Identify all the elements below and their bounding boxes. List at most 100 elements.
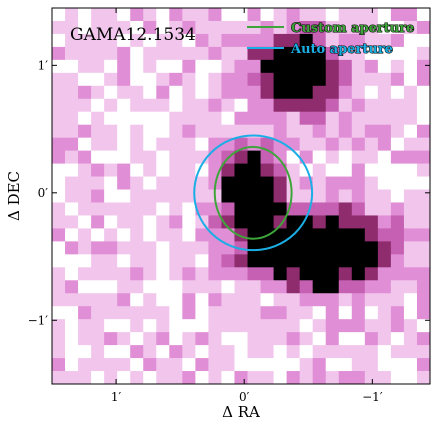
image-pixel (221, 358, 235, 372)
image-pixel (338, 228, 353, 242)
image-pixel (208, 215, 222, 229)
image-pixel (195, 293, 209, 307)
image-pixel (117, 215, 131, 229)
image-pixel (78, 59, 92, 74)
image-pixel (182, 371, 196, 384)
image-pixel (156, 150, 170, 164)
image-pixel (247, 46, 261, 61)
image-pixel (351, 202, 366, 216)
image-pixel (377, 33, 392, 48)
image-pixel (195, 163, 209, 177)
image-pixel (377, 137, 392, 152)
image-pixel (312, 85, 327, 100)
image-pixel (143, 46, 157, 61)
image-pixel (156, 46, 170, 61)
image-pixel (234, 267, 248, 281)
image-pixel (117, 241, 131, 255)
image-pixel (377, 85, 392, 100)
image-pixel (364, 319, 379, 333)
image-pixel (52, 215, 66, 229)
image-pixel (91, 358, 105, 372)
image-pixel (338, 254, 353, 268)
image-pixel (130, 150, 144, 164)
image-pixel (364, 254, 379, 268)
image-pixel (299, 59, 314, 74)
image-pixel (299, 215, 314, 229)
image-pixel (234, 46, 248, 61)
image-pixel (65, 280, 79, 294)
image-pixel (104, 241, 118, 255)
image-pixel (377, 319, 392, 333)
image-pixel (52, 345, 66, 359)
image-pixel (169, 98, 183, 113)
image-pixel (91, 98, 105, 113)
image-pixel (312, 59, 327, 74)
image-pixel (117, 124, 131, 139)
image-pixel (65, 215, 79, 229)
image-pixel (403, 228, 418, 242)
image-pixel (234, 176, 248, 190)
image-pixel (104, 189, 118, 203)
image-pixel (247, 189, 261, 203)
image-pixel (130, 306, 144, 320)
image-pixel (52, 267, 66, 281)
image-pixel (403, 202, 418, 216)
image-pixel (169, 72, 183, 87)
image-pixel (299, 345, 314, 359)
image-pixel (104, 59, 118, 74)
image-pixel (273, 306, 288, 320)
image-pixel (325, 72, 340, 87)
image-pixel (143, 163, 157, 177)
image-pixel (91, 202, 105, 216)
image-pixel (65, 124, 79, 139)
image-pixel (299, 267, 314, 281)
image-pixel (117, 306, 131, 320)
image-pixel (390, 319, 405, 333)
image-pixel (273, 72, 288, 87)
image-pixel (156, 137, 170, 152)
image-pixel (338, 202, 353, 216)
image-pixel (312, 189, 327, 203)
image-pixel (403, 20, 418, 35)
image-pixel (403, 306, 418, 320)
image-pixel (325, 202, 340, 216)
image-pixel (156, 371, 170, 384)
image-pixel (286, 345, 301, 359)
image-pixel (416, 306, 430, 320)
image-pixel (416, 8, 430, 22)
image-pixel (143, 215, 157, 229)
image-pixel (156, 345, 170, 359)
image-pixel (156, 8, 170, 22)
image-pixel (312, 241, 327, 255)
image-pixel (351, 111, 366, 126)
image-pixel (91, 267, 105, 281)
image-pixel (338, 189, 353, 203)
image-pixel (169, 371, 183, 384)
image-pixel (208, 371, 222, 384)
image-pixel (247, 267, 261, 281)
image-pixel (156, 20, 170, 35)
image-pixel (221, 319, 235, 333)
image-pixel (299, 33, 314, 48)
image-pixel (65, 319, 79, 333)
image-pixel (273, 163, 288, 177)
image-pixel (234, 111, 248, 126)
image-pixel (260, 319, 274, 333)
image-pixel (377, 98, 392, 113)
image-pixel (377, 124, 392, 139)
image-pixel (182, 189, 196, 203)
image-pixel (299, 189, 314, 203)
image-pixel (78, 241, 92, 255)
image-pixel (390, 306, 405, 320)
image-pixel (286, 332, 301, 346)
image-pixel (221, 72, 235, 87)
image-pixel (52, 8, 66, 22)
image-pixel (130, 371, 144, 384)
image-pixel (52, 228, 66, 242)
image-pixel (299, 111, 314, 126)
image-pixel (260, 98, 274, 113)
image-pixel (312, 46, 327, 61)
image-pixel (195, 189, 209, 203)
image-pixel (312, 293, 327, 307)
image-pixel (208, 137, 222, 152)
